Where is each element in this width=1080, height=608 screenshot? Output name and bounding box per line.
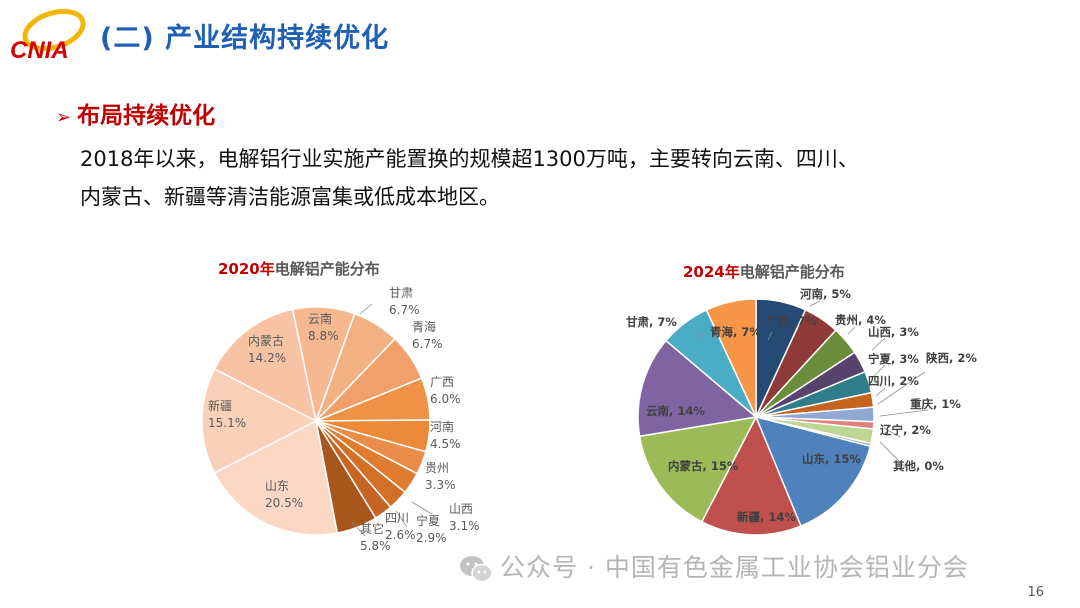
pie-2024-leader-山西 xyxy=(871,337,886,351)
pie-2024-label-新疆: 新疆, 14% xyxy=(737,510,796,524)
watermark-text: 公众号 · 中国有色金属工业协会铝业分会 xyxy=(500,553,969,582)
pie-2024-leader-贵州 xyxy=(847,326,856,335)
pie-2024-label-其他: 其他, 0% xyxy=(893,459,944,473)
pie-2024-slice-青海 xyxy=(705,298,757,418)
pie-2024-label-山东: 山东, 15% xyxy=(802,452,861,466)
body-line-2: 内蒙古、新疆等清洁能源富集或低成本地区。 xyxy=(80,185,500,209)
pie-2020-label-甘肃: 甘肃 6.7% xyxy=(389,286,420,317)
pie-2024-leader-广西 xyxy=(767,331,773,341)
logo-text: CNIA xyxy=(10,37,69,62)
pie-2020-label-山西: 山西 3.1% xyxy=(449,502,480,533)
pie-2024-label-山西: 山西, 3% xyxy=(868,325,919,339)
pie-2020-label-四川: 四川 2.6% xyxy=(385,511,416,542)
pie-2020-label-云南: 云南 8.8% xyxy=(308,311,339,343)
pie-2020-leader-其它 xyxy=(351,521,366,537)
pie-2024-label-云南: 云南, 14% xyxy=(646,404,705,418)
pie-2020-slice-山东 xyxy=(213,419,339,536)
pie-2024-leader-陕西 xyxy=(877,371,926,405)
pie-2024-leader-宁夏 xyxy=(873,364,886,377)
body-paragraph: 2018年以来，电解铝行业实施产能置换的规模超1300万吨，主要转向云南、四川、… xyxy=(80,140,1040,216)
wechat-icon xyxy=(460,556,493,583)
chart-title-2020-rest: 电解铝产能分布 xyxy=(274,260,380,278)
pie-2024-label-辽宁: 辽宁, 2% xyxy=(880,423,931,437)
pie-2020-label-贵州: 贵州 3.3% xyxy=(425,461,456,492)
pie-2020-slice-云南 xyxy=(291,306,356,424)
watermark: 公众号 · 中国有色金属工业协会铝业分会 xyxy=(458,548,969,584)
pie-2024-label-陕西: 陕西, 2% xyxy=(926,351,977,365)
pie-2024-slice-内蒙古 xyxy=(638,416,758,523)
bullet-arrow-icon: ➢ xyxy=(56,107,72,128)
chart-title-2024-rest: 电解铝产能分布 xyxy=(739,263,845,281)
pie-2020-label-青海: 青海 6.7% xyxy=(412,319,443,351)
chart-title-2024: 2024年电解铝产能分布 xyxy=(683,261,845,282)
pie-2024-leader-辽宁 xyxy=(883,427,901,438)
pie-2020-label-新疆: 新疆 15.1% xyxy=(208,398,246,430)
pie-2024-label-广西: 广西, 7% xyxy=(766,314,817,328)
chart-title-2020: 2020年电解铝产能分布 xyxy=(218,258,380,279)
pie-2020-label-其它: 其它 5.8% xyxy=(360,521,391,553)
pie-2020-leader-山西 xyxy=(411,501,433,515)
pie-2020-label-宁夏: 宁夏 2.9% xyxy=(416,513,447,545)
pie-2024-label-青海: 青海, 7% xyxy=(710,325,761,339)
pie-2020-label-河南: 河南 4.5% xyxy=(430,419,461,451)
chart-title-2024-year: 2024年 xyxy=(683,263,740,281)
pie-2024-label-甘肃: 甘肃, 7% xyxy=(626,315,677,329)
bullet-heading: 布局持续优化 xyxy=(77,103,216,129)
pie-2024-slice-山东 xyxy=(754,415,872,528)
pie-2020-leader-宁夏 xyxy=(395,510,408,528)
slide-title: (二) 产业结构持续优化 xyxy=(100,23,390,54)
pie-2024-label-宁夏: 宁夏, 3% xyxy=(868,352,919,366)
pie-2024-label-内蒙古: 内蒙古, 15% xyxy=(668,459,739,473)
pie-2024-label-河南: 河南, 5% xyxy=(800,287,851,301)
pie-2024-label-重庆: 重庆, 1% xyxy=(910,397,961,411)
pie-2020-leader-甘肃 xyxy=(359,303,373,315)
pie-2020-slice-新疆 xyxy=(201,367,318,474)
pie-2020-label-内蒙古: 内蒙古 14.2% xyxy=(248,333,286,365)
body-line-1: 2018年以来，电解铝行业实施产能置换的规模超1300万吨，主要转向云南、四川、 xyxy=(80,147,859,171)
pie-2024-leader-河南 xyxy=(809,300,821,307)
chart-title-2020-year: 2020年 xyxy=(218,260,275,278)
pie-2020-slice-内蒙古 xyxy=(213,308,318,423)
pie-2024-slice-新疆 xyxy=(700,415,802,536)
pie-2024-slice-云南 xyxy=(637,339,758,438)
cnia-logo: CNIA xyxy=(10,8,86,62)
pie-2024-leader-甘肃 xyxy=(694,329,704,339)
section-bullet: ➢ 布局持续优化 xyxy=(56,96,215,130)
page-number: 16 xyxy=(1027,585,1044,600)
pie-2024-leader-其他 xyxy=(879,441,907,469)
pie-2020-label-广西: 广西 6.0% xyxy=(430,375,461,406)
pie-2020-label-山东: 山东 20.5% xyxy=(265,479,303,510)
pie-2024-leader-重庆 xyxy=(879,409,929,417)
pie-2024-leader-四川 xyxy=(875,387,886,397)
pie-2024-label-贵州: 贵州, 4% xyxy=(835,313,886,327)
